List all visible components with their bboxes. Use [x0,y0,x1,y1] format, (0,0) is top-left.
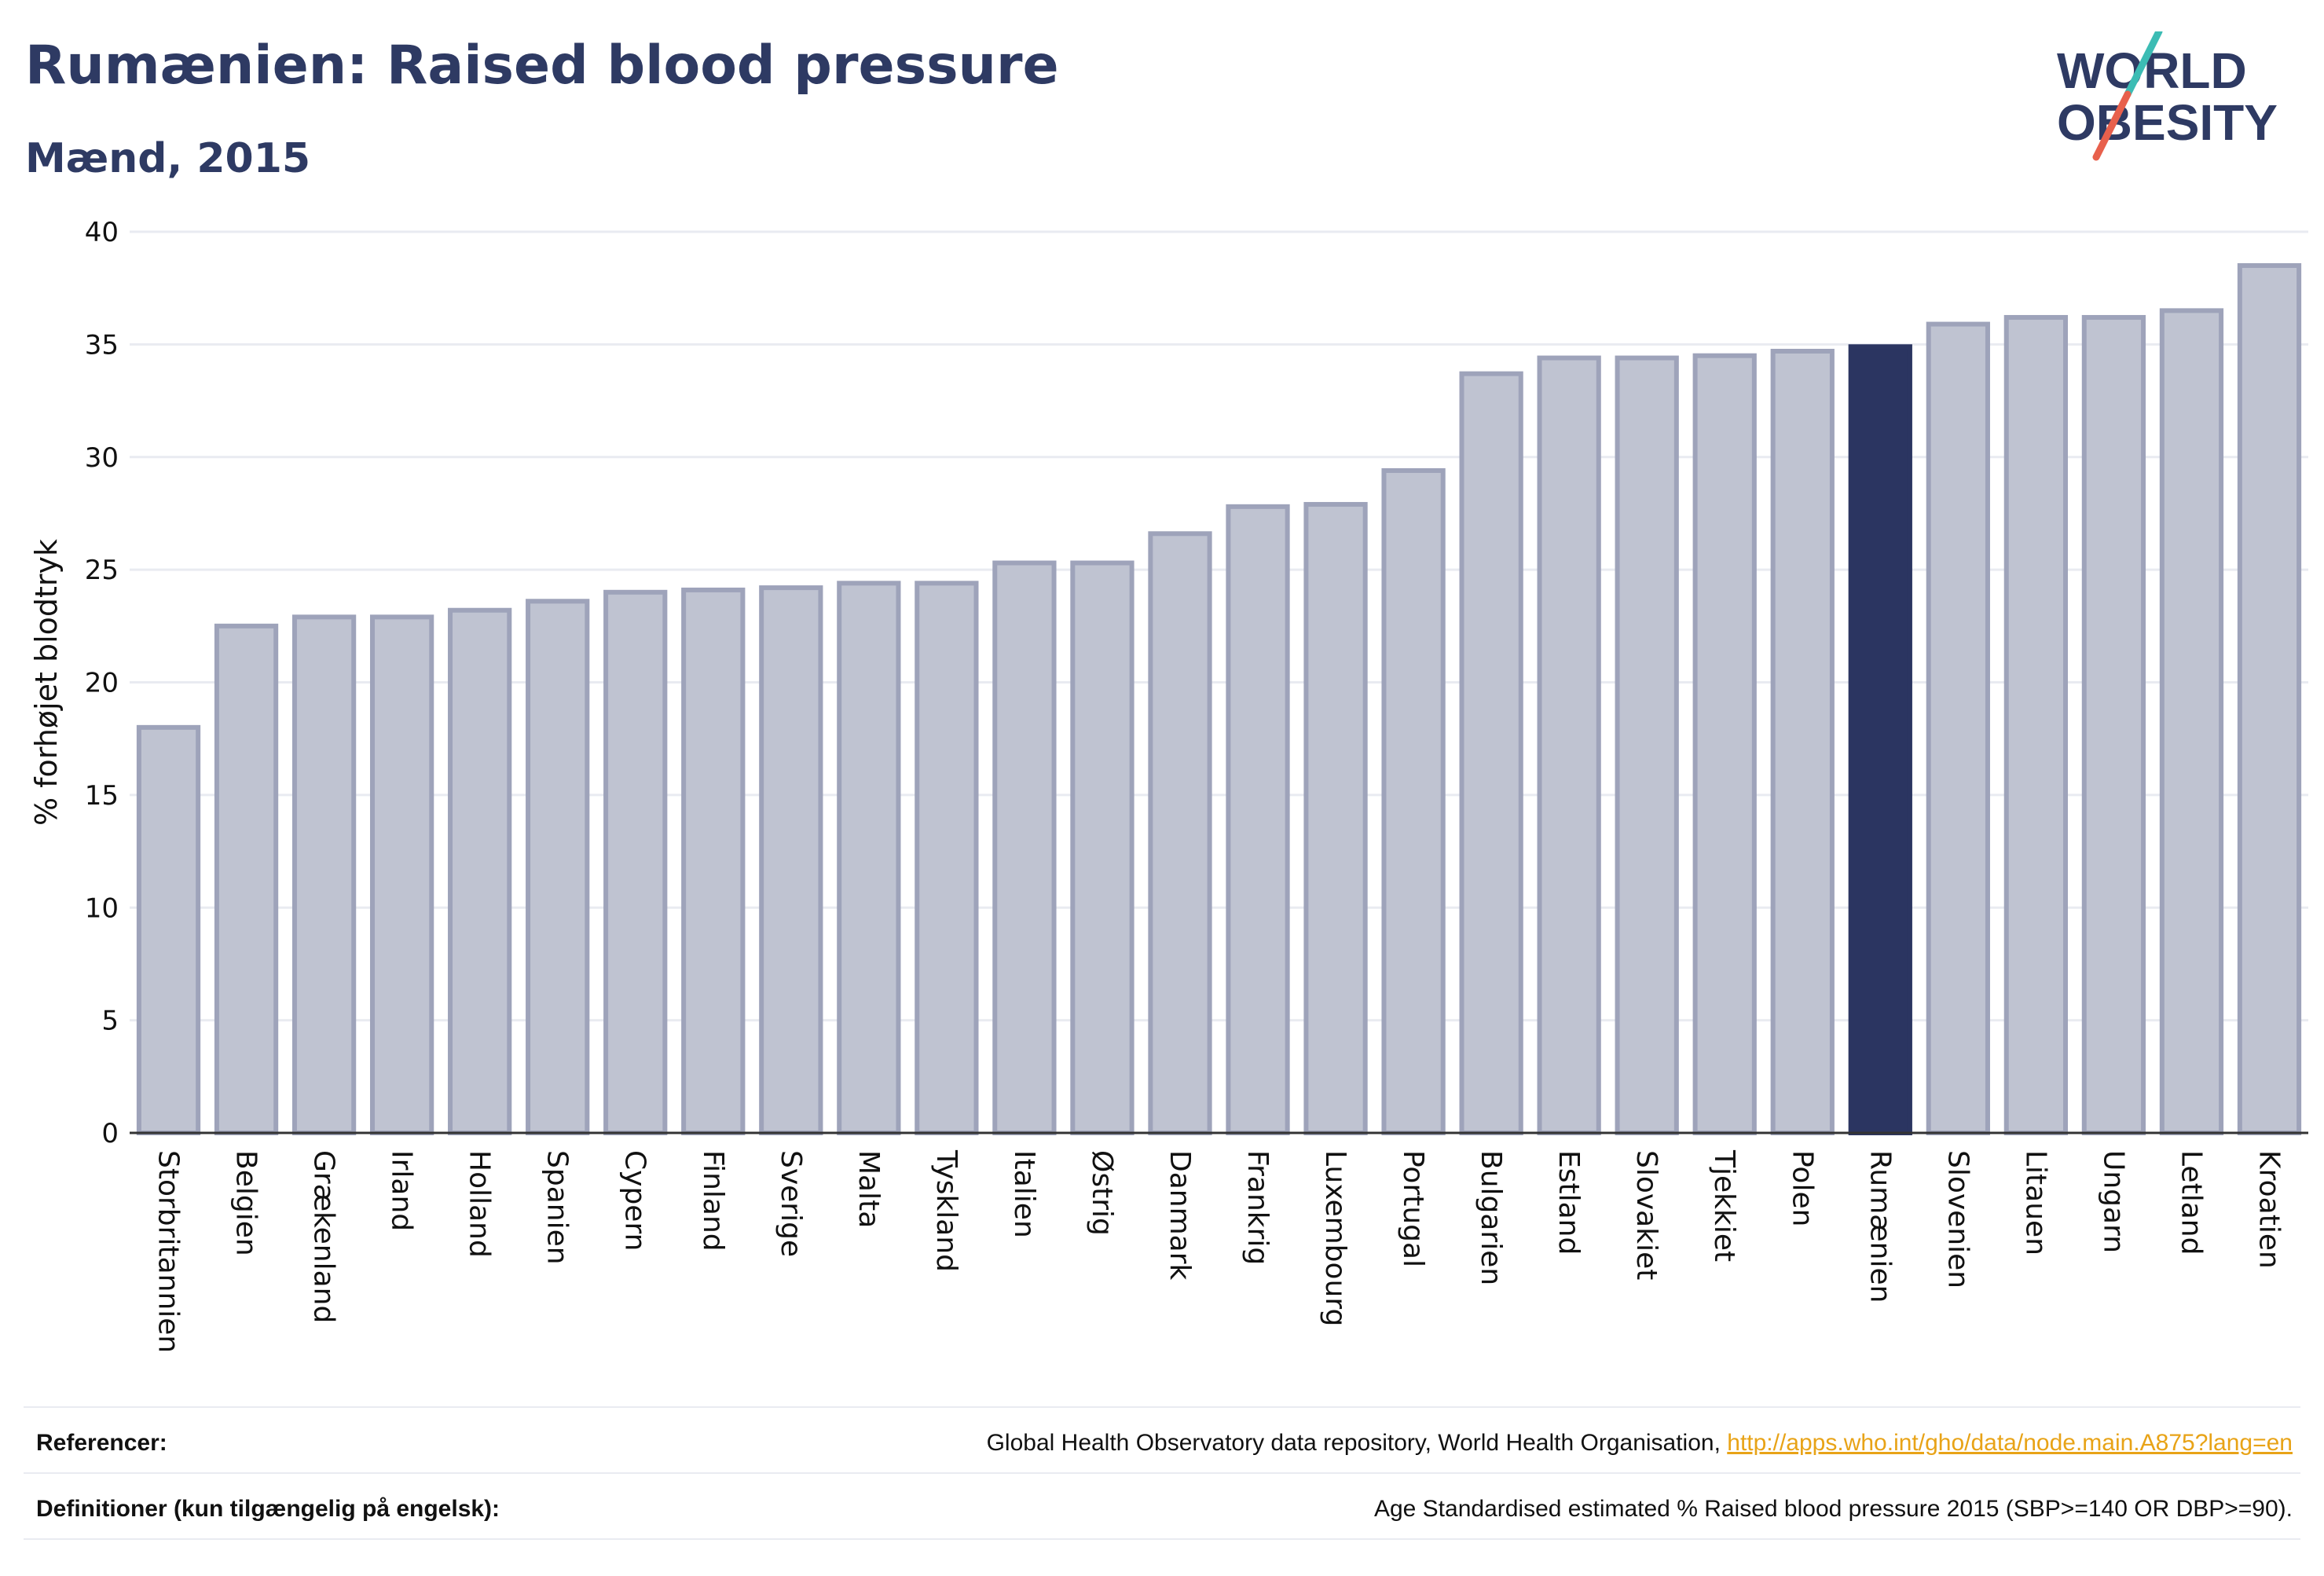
bar-letland [2159,308,2224,1135]
y-tick-label: 5 [101,1006,119,1037]
bar-tyskland [915,581,979,1135]
y-tick-label: 35 [85,329,119,361]
bar-malta [837,581,901,1135]
bar-sverige [759,585,823,1135]
x-tick-label: Sverige [775,1150,807,1257]
x-tick-label: Estland [1552,1150,1585,1255]
x-tick-label: Frankrig [1241,1150,1274,1265]
bar-slovenien [1926,321,1990,1135]
x-tick-label: Spanien [541,1150,574,1265]
x-tick-label: Slovenien [1941,1150,1974,1288]
x-tick-label: Grækenland [308,1150,340,1323]
bar-cypern [603,589,668,1135]
bar-holland [448,607,512,1135]
x-tick-label: Finland [697,1150,729,1252]
y-tick-label: 10 [85,892,119,924]
footer-divider-middle [24,1472,2300,1474]
bar-belgien [214,623,279,1135]
bar-luxembourg [1303,501,1368,1135]
bar-slovakiet [1615,355,1679,1135]
y-axis-label: % forhøjet blodtryk [29,539,64,826]
x-tick-label: Ungarn [2097,1150,2129,1253]
bar-finland [681,587,746,1135]
references-label: Referencer: [36,1430,167,1456]
x-tick-label: Luxembourg [1319,1150,1351,1326]
bar-spanien [526,599,590,1135]
x-tick-label: Letland [2175,1150,2207,1255]
bar-portugal [1381,467,1446,1135]
chart-subtitle: Mænd, 2015 [25,135,311,182]
bar-bulgarien [1459,371,1523,1135]
x-tick-label: Østrig [1086,1150,1118,1236]
x-tick-label: Litauen [2019,1150,2051,1255]
bar-italien [992,560,1057,1135]
y-tick-label: 30 [85,442,119,474]
bar-grækenland [291,614,357,1135]
y-tick-label: 0 [101,1118,119,1149]
x-tick-label: Tjekkiet [1708,1149,1740,1262]
x-tick-label: Slovakiet [1630,1150,1662,1280]
x-tick-label: Irland [386,1150,418,1231]
references-text: Global Health Observatory data repositor… [987,1430,2293,1457]
bar-storbritannien [136,724,201,1135]
bar-østrig [1070,560,1135,1135]
definitions-text: Age Standardised estimated % Raised bloo… [1373,1496,2293,1522]
logo-slash-teal [2124,31,2163,98]
bar-frankrig [1226,504,1290,1135]
x-tick-label: Polen [1786,1150,1818,1226]
x-tick-label: Italien [1008,1150,1040,1238]
y-tick-label: 15 [85,780,119,812]
x-tick-label: Cypern [619,1150,651,1251]
references-link[interactable]: http://apps.who.int/gho/data/node.main.A… [1727,1430,2293,1456]
logo-slash-red [2092,90,2132,161]
x-tick-label: Danmark [1164,1150,1196,1281]
y-tick-label: 20 [85,668,119,699]
bar-estland [1537,355,1601,1135]
bar-irland [369,614,434,1135]
bar-litauen [2003,314,2069,1136]
y-tick-label: 25 [85,555,119,586]
references-source: Global Health Observatory data repositor… [986,1430,1728,1456]
logo-word-obesity: OBESITY [2057,94,2278,151]
x-tick-label: Holland [464,1150,496,1258]
bar-chart: 0 5 10 15 20 25 30 35 40 % forhøjet blodtryk Storb… [29,217,2308,1353]
bar-danmark [1148,531,1212,1135]
x-tick-label: Kroatien [2253,1150,2285,1269]
bar-layer [136,263,2302,1136]
x-tick-label: Malta [852,1150,885,1228]
x-tick-label: Bulgarien [1475,1150,1507,1285]
x-tick-label: Portugal [1397,1150,1429,1267]
bar-ungarn [2081,314,2146,1136]
footer-divider-top [24,1406,2300,1408]
bar-tjekkiet [1692,353,1757,1135]
y-tick-label: 40 [85,217,119,248]
definitions-label: Definitioner (kun tilgængelig på engelsk… [36,1496,500,1522]
axis-layer: 0 5 10 15 20 25 30 35 40 % forhøjet blodtryk Storb… [29,217,2308,1353]
chart-title: Rumænien: Raised blood pressure [25,35,1059,97]
footer-divider-bottom [24,1538,2300,1540]
bar-rumænien [1848,344,1912,1135]
world-obesity-logo: WORLD OBESITY [2057,31,2278,161]
x-tick-label: Rumænien [1864,1150,1896,1303]
bar-kroatien [2237,263,2302,1136]
x-tick-label: Storbritannien [152,1150,185,1353]
x-tick-label: Tyskland [930,1149,962,1272]
x-tick-label: Belgien [230,1150,262,1256]
bar-polen [1770,348,1835,1136]
